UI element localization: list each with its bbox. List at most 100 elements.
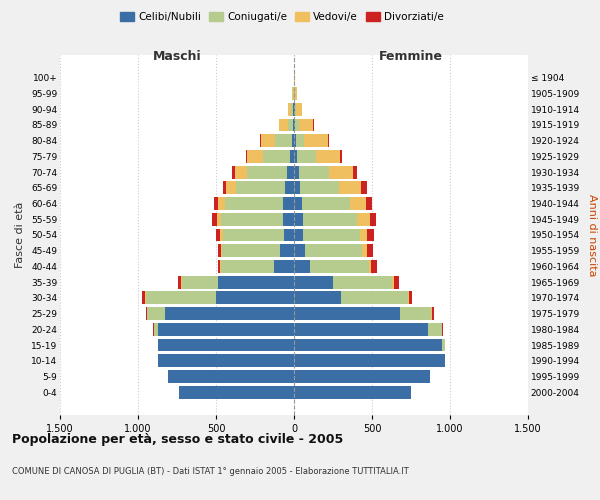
Bar <box>157 338 294 351</box>
Bar <box>218 197 294 210</box>
Bar <box>294 370 430 383</box>
Bar <box>235 166 294 178</box>
Bar <box>221 260 294 273</box>
Bar <box>179 386 294 398</box>
Bar <box>247 150 294 163</box>
Bar <box>294 103 296 116</box>
Text: Maschi: Maschi <box>152 50 202 63</box>
Bar <box>154 323 294 336</box>
Bar <box>294 323 443 336</box>
Bar <box>294 118 299 132</box>
Bar <box>283 197 294 210</box>
Bar <box>294 354 445 367</box>
Bar <box>294 338 445 351</box>
Bar <box>294 87 295 100</box>
Text: COMUNE DI CANOSA DI PUGLIA (BT) - Dati ISTAT 1° gennaio 2005 - Elaborazione TUTT: COMUNE DI CANOSA DI PUGLIA (BT) - Dati I… <box>12 468 409 476</box>
Bar <box>279 118 294 132</box>
Bar <box>274 260 294 273</box>
Bar <box>167 370 294 383</box>
Bar <box>294 166 329 178</box>
Bar <box>284 228 294 241</box>
Bar <box>288 118 294 132</box>
Bar <box>216 228 294 241</box>
Bar <box>275 134 294 147</box>
Bar <box>291 103 294 116</box>
Bar <box>157 338 294 351</box>
Bar <box>294 338 445 351</box>
Bar <box>294 150 316 163</box>
Bar <box>294 386 411 398</box>
Bar <box>263 150 294 163</box>
Bar <box>158 354 294 367</box>
Bar <box>294 338 442 351</box>
Bar <box>218 244 294 257</box>
Bar <box>294 118 295 132</box>
Bar <box>294 386 411 398</box>
Bar <box>294 244 362 257</box>
Bar <box>158 338 294 351</box>
Bar <box>294 276 392 288</box>
Y-axis label: Anni di nascita: Anni di nascita <box>587 194 596 276</box>
Bar <box>153 323 294 336</box>
Bar <box>294 276 333 288</box>
Bar <box>287 166 294 178</box>
Bar <box>284 182 294 194</box>
Bar <box>294 323 442 336</box>
Bar <box>247 166 294 178</box>
Bar <box>218 260 294 273</box>
Bar <box>181 276 294 288</box>
Bar <box>280 118 294 132</box>
Bar <box>217 213 294 226</box>
Bar <box>294 307 432 320</box>
Bar <box>294 182 339 194</box>
Bar <box>288 103 294 116</box>
Bar <box>294 197 302 210</box>
Bar <box>290 150 294 163</box>
Bar <box>182 276 294 288</box>
Bar <box>167 370 294 383</box>
Bar <box>294 182 367 194</box>
Bar <box>236 182 294 194</box>
Text: Femmine: Femmine <box>379 50 443 63</box>
Bar <box>294 228 304 241</box>
Bar <box>294 118 314 132</box>
Bar <box>294 72 295 85</box>
Bar <box>294 87 297 100</box>
Bar <box>294 118 313 132</box>
Bar <box>293 103 294 116</box>
Bar <box>294 213 357 226</box>
Bar <box>294 323 428 336</box>
Bar <box>212 213 294 226</box>
Bar <box>245 150 294 163</box>
Bar <box>294 166 299 178</box>
Bar <box>220 228 294 241</box>
Bar <box>294 307 434 320</box>
Bar <box>224 197 294 210</box>
Bar <box>179 386 294 398</box>
Bar <box>220 260 294 273</box>
Bar <box>294 103 302 116</box>
Bar <box>294 182 361 194</box>
Bar <box>221 213 294 226</box>
Bar <box>294 244 305 257</box>
Bar <box>294 150 340 163</box>
Bar <box>294 213 370 226</box>
Bar <box>294 338 445 351</box>
Bar <box>167 370 294 383</box>
Bar <box>178 276 294 288</box>
Bar <box>158 354 294 367</box>
Bar <box>292 87 294 100</box>
Bar <box>294 150 342 163</box>
Bar <box>294 228 367 241</box>
Bar <box>292 87 294 100</box>
Bar <box>179 386 294 398</box>
Bar <box>294 197 372 210</box>
Bar <box>294 213 376 226</box>
Bar <box>294 150 297 163</box>
Bar <box>294 292 412 304</box>
Bar <box>294 307 400 320</box>
Bar <box>294 134 296 147</box>
Y-axis label: Fasce di età: Fasce di età <box>16 202 25 268</box>
Bar <box>232 166 294 178</box>
Bar <box>294 386 411 398</box>
